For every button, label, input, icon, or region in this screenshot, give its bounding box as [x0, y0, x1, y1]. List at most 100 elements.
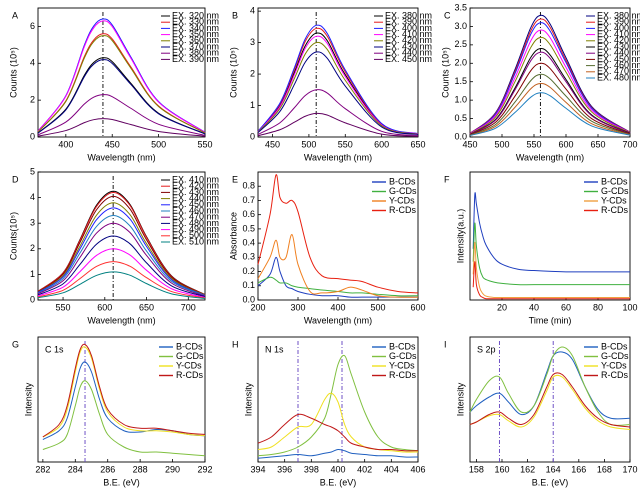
x-tick-label: 500 — [151, 139, 166, 149]
legend-label: EX. 330 nm — [172, 17, 219, 27]
y-tick-label: 3.0 — [454, 21, 467, 31]
legend-label: EX. 390 nm — [385, 17, 432, 27]
panel-label: C — [444, 10, 451, 20]
x-tick-label: 400 — [330, 302, 345, 312]
y-tick-label: 1.5 — [454, 76, 467, 86]
y-tick-label: 2.0 — [454, 58, 467, 68]
legend-label: B-CDs — [389, 341, 416, 351]
series-line — [469, 51, 631, 135]
x-tick-label: 162 — [520, 464, 535, 474]
legend-label: G-CDs — [601, 351, 629, 361]
legend-label: EX. 350 nm — [172, 29, 219, 39]
series-line — [257, 413, 419, 452]
x-tick-label: 600 — [374, 139, 389, 149]
series-line — [469, 351, 631, 420]
series-line — [469, 83, 631, 136]
series-line — [257, 112, 419, 137]
series-line — [37, 20, 206, 133]
legend-label: Y-CDs — [601, 360, 627, 370]
legend-label: R-CDs — [601, 205, 628, 215]
legend-label: EX. 380 nm — [597, 10, 640, 20]
inset-label: C 1s — [45, 344, 64, 354]
series-line — [469, 92, 631, 137]
x-tick-label: 500 — [494, 139, 509, 149]
series-line — [42, 346, 206, 438]
series-line — [37, 195, 206, 296]
y-tick-label: 6 — [30, 21, 35, 31]
series-line — [42, 343, 206, 438]
legend-label: EX. 470 nm — [172, 212, 219, 222]
x-tick-label: 450 — [265, 139, 280, 149]
y-tick-label: 4 — [250, 6, 255, 16]
legend-label: EX. 440 nm — [385, 48, 432, 58]
x-tick-label: 600 — [558, 139, 573, 149]
legend-label: B-CDs — [389, 176, 416, 186]
x-tick-label: 550 — [197, 139, 212, 149]
y-tick-label: 0 — [250, 131, 255, 141]
plot-frame — [469, 336, 631, 463]
x-tick-label: 286 — [100, 464, 115, 474]
legend-label: Y-CDs — [389, 360, 415, 370]
y-axis-label: Counts (10⁵) — [440, 47, 450, 98]
y-tick-label: 1 — [30, 269, 35, 279]
x-tick-label: 550 — [56, 302, 71, 312]
x-tick-label: 550 — [338, 139, 353, 149]
x-tick-label: 500 — [370, 302, 385, 312]
y-axis-label: Intensity — [455, 382, 465, 416]
legend-label: EX. 400 nm — [385, 23, 432, 33]
x-axis-label: Wavelength (nm) — [304, 152, 372, 162]
x-tick-label: 284 — [68, 464, 83, 474]
series-line — [469, 374, 631, 430]
series-line — [37, 235, 206, 298]
series-line — [37, 94, 206, 136]
legend-label: EX. 450 nm — [385, 54, 432, 64]
series-line — [469, 36, 631, 135]
plot-frame — [469, 171, 631, 301]
y-axis-label: Absorbance — [228, 212, 238, 260]
series-line — [469, 62, 631, 136]
y-tick-label: 0.4 — [242, 237, 255, 247]
x-axis-label: B.E. (eV) — [103, 477, 140, 487]
inset-label: N 1s — [265, 344, 284, 354]
series-line — [469, 29, 631, 135]
legend-label: EX. 510 nm — [172, 236, 219, 246]
x-tick-label: 700 — [181, 302, 196, 312]
series-line — [257, 354, 419, 457]
x-tick-label: 450 — [462, 139, 477, 149]
y-tick-label: 2 — [30, 243, 35, 253]
legend-label: EX. 400 nm — [597, 23, 640, 33]
y-tick-label: 5 — [30, 166, 35, 176]
legend-label: Y-CDs — [601, 195, 627, 205]
x-axis-label: B.E. (eV) — [532, 477, 569, 487]
y-tick-label: 2 — [30, 95, 35, 105]
x-tick-label: 158 — [469, 464, 484, 474]
series-line — [469, 372, 631, 428]
legend-label: EX. 490 nm — [172, 224, 219, 234]
y-tick-label: 0.3 — [242, 252, 255, 262]
series-line — [37, 248, 206, 298]
legend-label: EX. 380 nm — [385, 10, 432, 20]
x-tick-label: 396 — [277, 464, 292, 474]
plot-frame — [37, 7, 206, 138]
series-line — [37, 35, 206, 134]
series-line — [257, 448, 419, 459]
x-tick-label: 400 — [58, 139, 73, 149]
x-tick-label: 288 — [133, 464, 148, 474]
y-tick-label: 1 — [250, 100, 255, 110]
legend-label: R-CDs — [601, 370, 628, 380]
series-line — [37, 222, 206, 297]
series-line — [257, 51, 419, 135]
y-tick-label: 0.1 — [242, 280, 255, 290]
legend-label: EX. 410 nm — [385, 29, 432, 39]
x-tick-label: 60 — [561, 302, 571, 312]
series-line — [472, 222, 631, 286]
y-axis-label: Intensity — [243, 382, 253, 416]
x-tick-label: 160 — [494, 464, 509, 474]
legend-label: EX. 410 nm — [597, 29, 640, 39]
x-tick-label: 168 — [597, 464, 612, 474]
legend-label: B-CDs — [601, 176, 628, 186]
legend-label: EX. 390 nm — [172, 54, 219, 64]
legend-label: R-CDs — [176, 370, 203, 380]
y-axis-label: Counts(10⁵) — [8, 212, 18, 260]
